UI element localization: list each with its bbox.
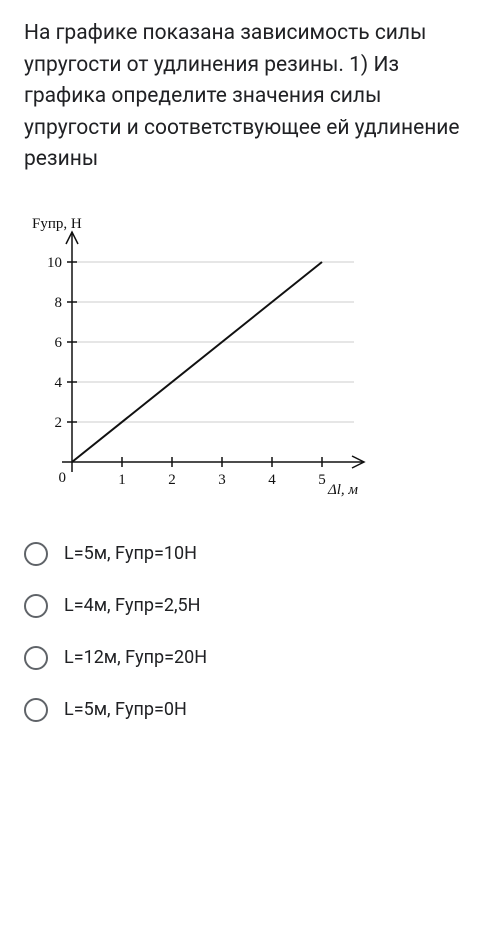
radio-icon bbox=[24, 698, 48, 722]
option-4[interactable]: L=5м, Fупр=0Н bbox=[24, 698, 476, 722]
option-1[interactable]: L=5м, Fупр=10Н bbox=[24, 542, 476, 566]
y-tick-2: 2 bbox=[55, 415, 63, 431]
origin-0: 0 bbox=[59, 470, 67, 486]
y-tick-4: 4 bbox=[55, 375, 63, 391]
question-text: На графике показана зависимость силы упр… bbox=[24, 18, 476, 176]
option-3[interactable]: L=12м, Fупр=20Н bbox=[24, 646, 476, 670]
option-label: L=12м, Fупр=20Н bbox=[64, 647, 207, 668]
x-axis-label: Δl, м bbox=[327, 482, 358, 498]
option-label: L=4м, Fупр=2,5Н bbox=[64, 595, 201, 616]
answer-options: L=5м, Fупр=10Н L=4м, Fупр=2,5Н L=12м, Fу… bbox=[24, 542, 476, 722]
x-tick-5: 5 bbox=[318, 472, 326, 488]
y-axis-label: Fупр, Н bbox=[32, 216, 82, 232]
x-tick-2: 2 bbox=[168, 472, 176, 488]
option-label: L=5м, Fупр=0Н bbox=[64, 699, 187, 720]
x-tick-4: 4 bbox=[268, 472, 276, 488]
x-tick-1: 1 bbox=[118, 472, 126, 488]
x-tick-3: 3 bbox=[218, 472, 226, 488]
radio-icon bbox=[24, 594, 48, 618]
y-tick-8: 8 bbox=[55, 295, 63, 311]
option-label: L=5м, Fупр=10Н bbox=[64, 543, 197, 564]
y-tick-6: 6 bbox=[55, 335, 63, 351]
radio-icon bbox=[24, 542, 48, 566]
option-2[interactable]: L=4м, Fупр=2,5Н bbox=[24, 594, 476, 618]
radio-icon bbox=[24, 646, 48, 670]
force-elongation-chart: 10 8 6 4 2 0 1 2 3 4 5 Fупр, Н Δl, м bbox=[24, 212, 476, 506]
y-tick-10: 10 bbox=[47, 255, 62, 271]
